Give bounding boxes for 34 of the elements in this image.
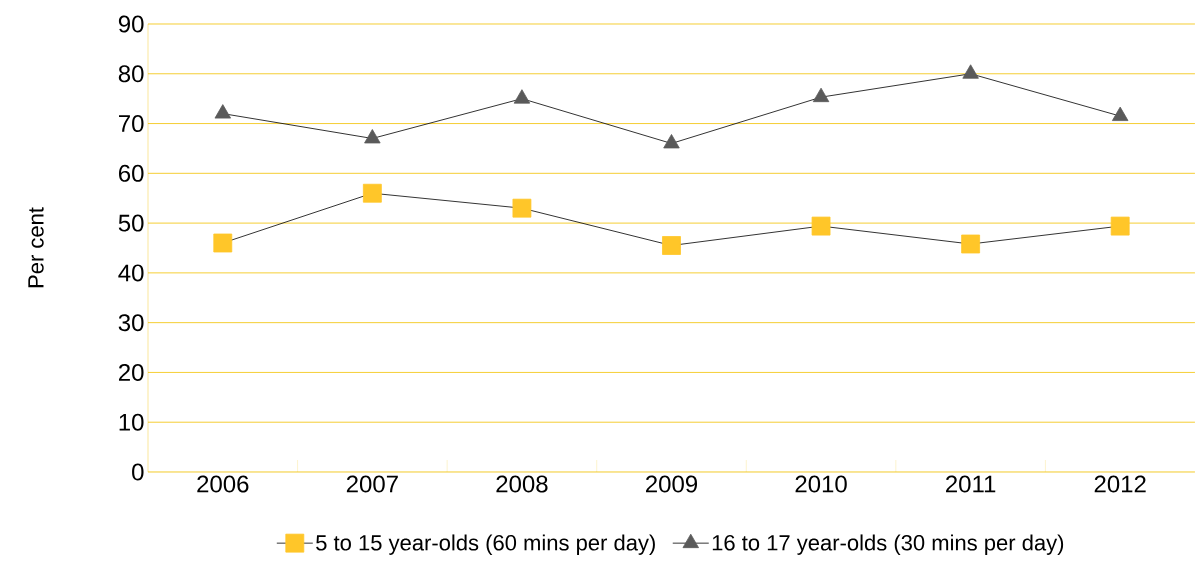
y-tick-label: 30 bbox=[118, 314, 144, 332]
y-axis-title: Per cent bbox=[28, 207, 44, 288]
y-tick-label: 70 bbox=[119, 115, 144, 133]
point bbox=[1110, 216, 1130, 236]
x-tick-label: 2010 bbox=[795, 475, 847, 493]
point bbox=[1111, 106, 1129, 121]
point bbox=[812, 87, 830, 103]
point bbox=[513, 89, 531, 104]
y-tick-label: 0 bbox=[132, 463, 144, 481]
x-tick-label: 2012 bbox=[1094, 475, 1146, 493]
y-tick-label: 80 bbox=[118, 65, 144, 83]
point bbox=[213, 233, 233, 253]
point bbox=[811, 216, 831, 236]
point bbox=[662, 236, 681, 255]
legend-label: 16 to 17 year-olds (30 mins per day) bbox=[712, 534, 1064, 555]
y-tick-label: 20 bbox=[118, 363, 144, 381]
x-tick-label: 2008 bbox=[496, 475, 548, 493]
y-tick-label: 10 bbox=[119, 413, 144, 431]
point bbox=[362, 183, 382, 203]
point bbox=[364, 129, 381, 144]
x-tick-label: 2011 bbox=[946, 475, 996, 493]
point bbox=[512, 198, 532, 218]
point bbox=[962, 64, 979, 79]
y-tick-label: 40 bbox=[118, 264, 144, 282]
x-tick-label: 2009 bbox=[646, 475, 698, 493]
y-tick-label: 90 bbox=[118, 15, 144, 33]
point bbox=[961, 234, 981, 254]
y-tick-label: 50 bbox=[118, 214, 144, 232]
legend-label: 5 to 15 year-olds (60 mins per day) bbox=[316, 534, 655, 555]
point bbox=[214, 104, 231, 119]
x-tick-label: 2007 bbox=[346, 475, 398, 493]
y-tick-label: 60 bbox=[119, 164, 144, 182]
point bbox=[663, 134, 680, 149]
x-tick-label: 2006 bbox=[197, 475, 249, 493]
